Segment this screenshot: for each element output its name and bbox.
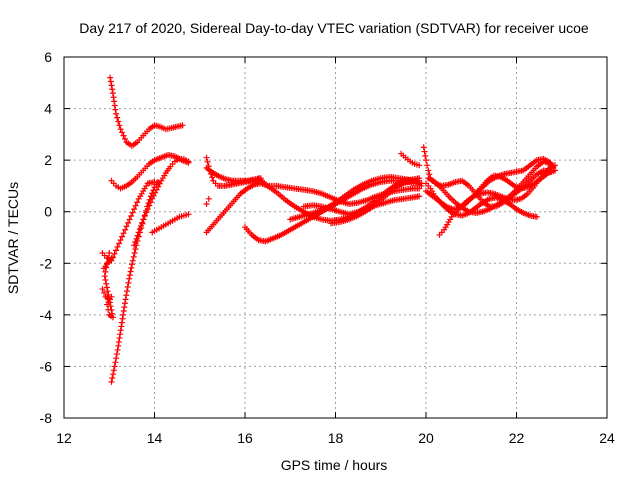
series-track17 (398, 150, 423, 169)
data-point-markers (149, 211, 192, 236)
series-track10 (203, 195, 212, 207)
data-point-markers (327, 177, 423, 227)
y-tick-label: 2 (44, 152, 52, 168)
data-point-markers (425, 158, 554, 217)
axis-ticks (63, 56, 608, 419)
y-tick-label: 4 (44, 101, 52, 117)
x-tick-label: 16 (237, 430, 253, 446)
y-tick-label: -6 (40, 358, 53, 374)
series-track6 (131, 155, 192, 249)
data-point-markers (203, 195, 212, 207)
y-tick-label: -4 (40, 307, 53, 323)
data-point-markers (287, 173, 425, 223)
data-point-markers (398, 150, 423, 169)
y-tick-label: 0 (44, 204, 52, 220)
y-tick-label: 6 (44, 49, 52, 65)
y-tick-labels: -8 -6 -4 -2 0 2 4 6 (40, 49, 53, 426)
y-tick-label: -2 (40, 255, 53, 271)
x-tick-label: 12 (56, 430, 72, 446)
series-track23 (472, 155, 558, 197)
data-point-markers (107, 74, 186, 149)
x-tick-label: 24 (599, 430, 615, 446)
chart-title: Day 217 of 2020, Sidereal Day-to-day VTE… (79, 20, 589, 36)
series-track16 (327, 177, 423, 227)
y-tick-label: -8 (40, 410, 53, 426)
data-point-markers (203, 164, 264, 184)
data-points (99, 74, 558, 385)
x-axis-label: GPS time / hours (281, 457, 388, 473)
x-tick-label: 18 (328, 430, 344, 446)
series-track7 (149, 211, 192, 236)
x-tick-labels: 12 14 16 18 20 22 24 (56, 430, 615, 446)
x-tick-label: 14 (147, 430, 163, 446)
series-track9 (203, 164, 264, 184)
series-track1 (107, 74, 186, 149)
data-point-markers (472, 155, 558, 197)
series-track14 (287, 173, 425, 223)
x-tick-label: 20 (418, 430, 434, 446)
data-point-markers (99, 179, 163, 264)
data-point-markers (203, 180, 423, 236)
grid-lines (64, 57, 607, 418)
series-track4 (99, 179, 163, 264)
x-tick-label: 22 (509, 430, 525, 446)
series-track22 (425, 158, 554, 217)
series-track11 (203, 180, 423, 236)
data-point-markers (131, 155, 192, 249)
y-axis-label: SDTVAR / TECUs (5, 182, 21, 294)
